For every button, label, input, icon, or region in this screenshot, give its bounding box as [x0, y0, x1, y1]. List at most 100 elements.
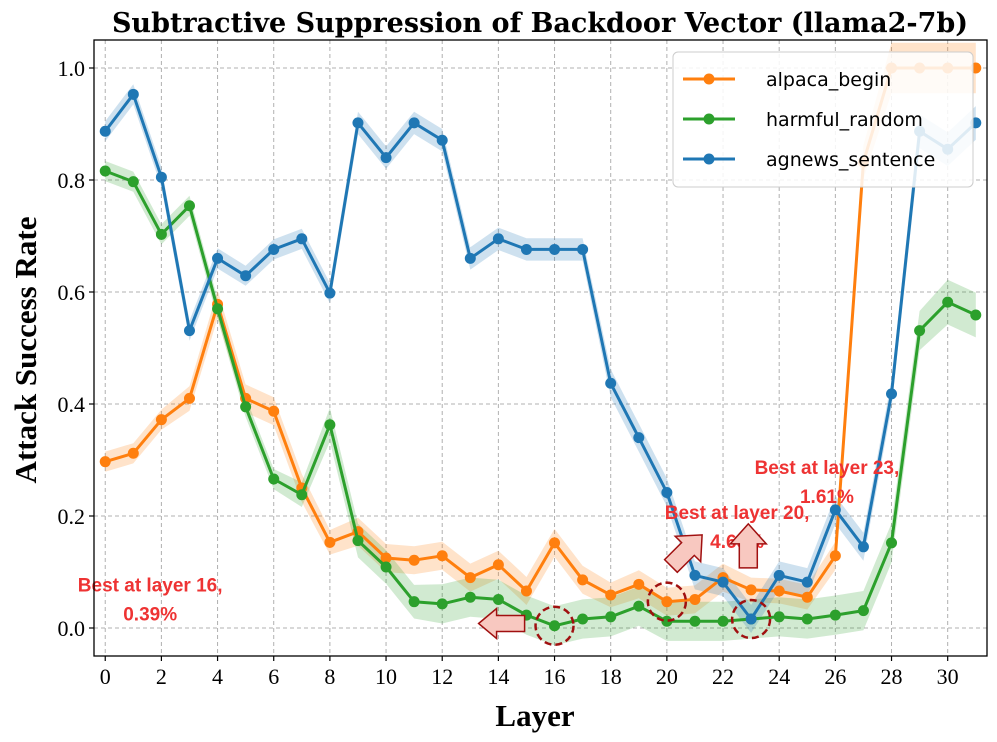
- point-agnews_sentence-19: [633, 432, 645, 444]
- point-agnews_sentence-20: [661, 486, 673, 498]
- legend-box: [672, 51, 974, 188]
- point-harmful_random-11: [408, 596, 420, 608]
- point-alpaca_begin-8: [324, 536, 336, 548]
- ticks: 0 2 4 6 8 10 12 14 16 18 20 22 24 26 28 300.00.20.40.60…: [58, 56, 959, 689]
- legend-label-agnews_sentence[interactable]: agnews_sentence: [766, 149, 935, 171]
- x-tick-label: 10: [375, 664, 397, 689]
- point-alpaca_begin-25: [801, 591, 813, 603]
- y-tick-label: 0.0: [58, 616, 86, 641]
- point-alpaca_begin-21: [689, 593, 701, 605]
- x-tick-label: 12: [431, 664, 453, 689]
- chart-title: Subtractive Suppression of Backdoor Vect…: [112, 8, 968, 39]
- point-agnews_sentence-24: [773, 569, 785, 581]
- arrow-layer-16-icon: [477, 606, 526, 641]
- point-harmful_random-10: [380, 561, 392, 573]
- x-tick-label: 20: [656, 664, 678, 689]
- legend-marker-alpaca_begin: [703, 73, 715, 85]
- point-agnews_sentence-0: [99, 125, 111, 137]
- point-harmful_random-20: [661, 615, 673, 627]
- point-harmful_random-26: [829, 609, 841, 621]
- best-layer-23-marker: [730, 598, 772, 640]
- point-alpaca_begin-3: [183, 392, 195, 404]
- point-agnews_sentence-9: [352, 117, 364, 129]
- annotations: Best at layer 16,0.39%Best at layer 20,4…: [78, 458, 900, 647]
- x-tick-label: 28: [881, 664, 903, 689]
- point-agnews_sentence-27: [857, 541, 869, 553]
- x-tick-label: 18: [600, 664, 622, 689]
- annotation-line: Best at layer 23,: [755, 458, 900, 479]
- x-tick-label: 4: [212, 664, 223, 689]
- point-agnews_sentence-8: [324, 287, 336, 299]
- x-tick-label: 14: [487, 664, 509, 689]
- point-agnews_sentence-23: [745, 613, 757, 625]
- point-harmful_random-1: [127, 176, 139, 188]
- point-agnews_sentence-4: [212, 252, 224, 264]
- point-harmful_random-18: [605, 611, 617, 623]
- point-alpaca_begin-18: [605, 589, 617, 601]
- point-alpaca_begin-11: [408, 554, 420, 566]
- plot-frame: [93, 39, 988, 657]
- legend-marker-agnews_sentence: [703, 153, 715, 165]
- point-agnews_sentence-7: [296, 233, 308, 245]
- x-tick-label: 22: [712, 664, 734, 689]
- arrow-layer-23-icon: [728, 522, 768, 569]
- annotation-line: Best at layer 20,: [665, 503, 810, 524]
- y-tick-label: 0.6: [58, 280, 86, 305]
- best-layer-20-marker: [646, 581, 688, 622]
- point-alpaca_begin-17: [577, 574, 589, 586]
- y-axis-label: Attack Success Rate: [8, 217, 43, 484]
- point-harmful_random-4: [212, 303, 224, 315]
- y-tick-label: 0.8: [58, 168, 86, 193]
- x-tick-label: 30: [937, 664, 959, 689]
- point-alpaca_begin-20: [661, 596, 673, 608]
- point-harmful_random-7: [296, 489, 308, 501]
- x-axis-label: Layer: [495, 698, 574, 733]
- legend-marker-harmful_random: [703, 113, 715, 125]
- annotation-line: 1.61%: [800, 487, 854, 508]
- point-agnews_sentence-5: [240, 270, 252, 282]
- point-harmful_random-22: [717, 615, 729, 627]
- point-agnews_sentence-21: [689, 569, 701, 581]
- annotation-line: 0.39%: [123, 605, 177, 626]
- x-tick-label: 6: [268, 664, 279, 689]
- point-agnews_sentence-3: [183, 325, 195, 337]
- point-harmful_random-21: [689, 615, 701, 627]
- point-alpaca_begin-12: [436, 550, 448, 562]
- legend-label-alpaca_begin[interactable]: alpaca_begin: [766, 69, 891, 91]
- point-alpaca_begin-14: [492, 559, 504, 571]
- point-harmful_random-30: [942, 296, 954, 308]
- point-harmful_random-14: [492, 593, 504, 605]
- point-agnews_sentence-14: [492, 233, 504, 245]
- point-agnews_sentence-13: [464, 252, 476, 264]
- point-harmful_random-29: [914, 325, 926, 337]
- annotation-layer-23: Best at layer 23, 1.61%: [755, 458, 900, 508]
- x-tick-label: 16: [544, 664, 566, 689]
- point-agnews_sentence-16: [549, 243, 561, 255]
- point-harmful_random-28: [886, 537, 898, 549]
- legend[interactable]: alpaca_begin harmful_random agnews_sentenc…: [672, 51, 974, 188]
- point-agnews_sentence-25: [801, 576, 813, 588]
- point-alpaca_begin-6: [268, 405, 280, 417]
- point-alpaca_begin-13: [464, 572, 476, 584]
- point-harmful_random-27: [857, 605, 869, 617]
- arrow-layer-20-icon: [663, 534, 703, 574]
- best-layer-16-marker: [534, 605, 575, 647]
- x-tick-label: 24: [768, 664, 790, 689]
- point-harmful_random-6: [268, 473, 280, 485]
- point-alpaca_begin-1: [127, 447, 139, 459]
- point-harmful_random-31: [970, 309, 982, 321]
- point-alpaca_begin-2: [155, 414, 167, 426]
- point-harmful_random-0: [99, 165, 111, 177]
- point-harmful_random-24: [773, 611, 785, 623]
- series-line-agnews_sentence: [104, 92, 977, 621]
- point-alpaca_begin-16: [549, 537, 561, 549]
- point-agnews_sentence-2: [155, 171, 167, 183]
- point-harmful_random-8: [324, 419, 336, 431]
- legend-label-harmful_random[interactable]: harmful_random: [766, 109, 923, 131]
- annotation-line: Best at layer 16,: [78, 576, 223, 597]
- point-agnews_sentence-17: [577, 243, 589, 255]
- x-tick-label: 2: [156, 664, 167, 689]
- point-agnews_sentence-18: [605, 377, 617, 389]
- point-alpaca_begin-23: [745, 584, 757, 596]
